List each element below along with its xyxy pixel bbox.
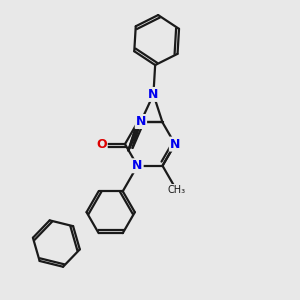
Text: N: N [132,159,143,172]
Text: O: O [96,138,107,151]
Text: N: N [136,115,146,128]
Text: N: N [148,88,159,101]
Text: N: N [170,138,180,151]
Text: CH₃: CH₃ [167,184,185,194]
